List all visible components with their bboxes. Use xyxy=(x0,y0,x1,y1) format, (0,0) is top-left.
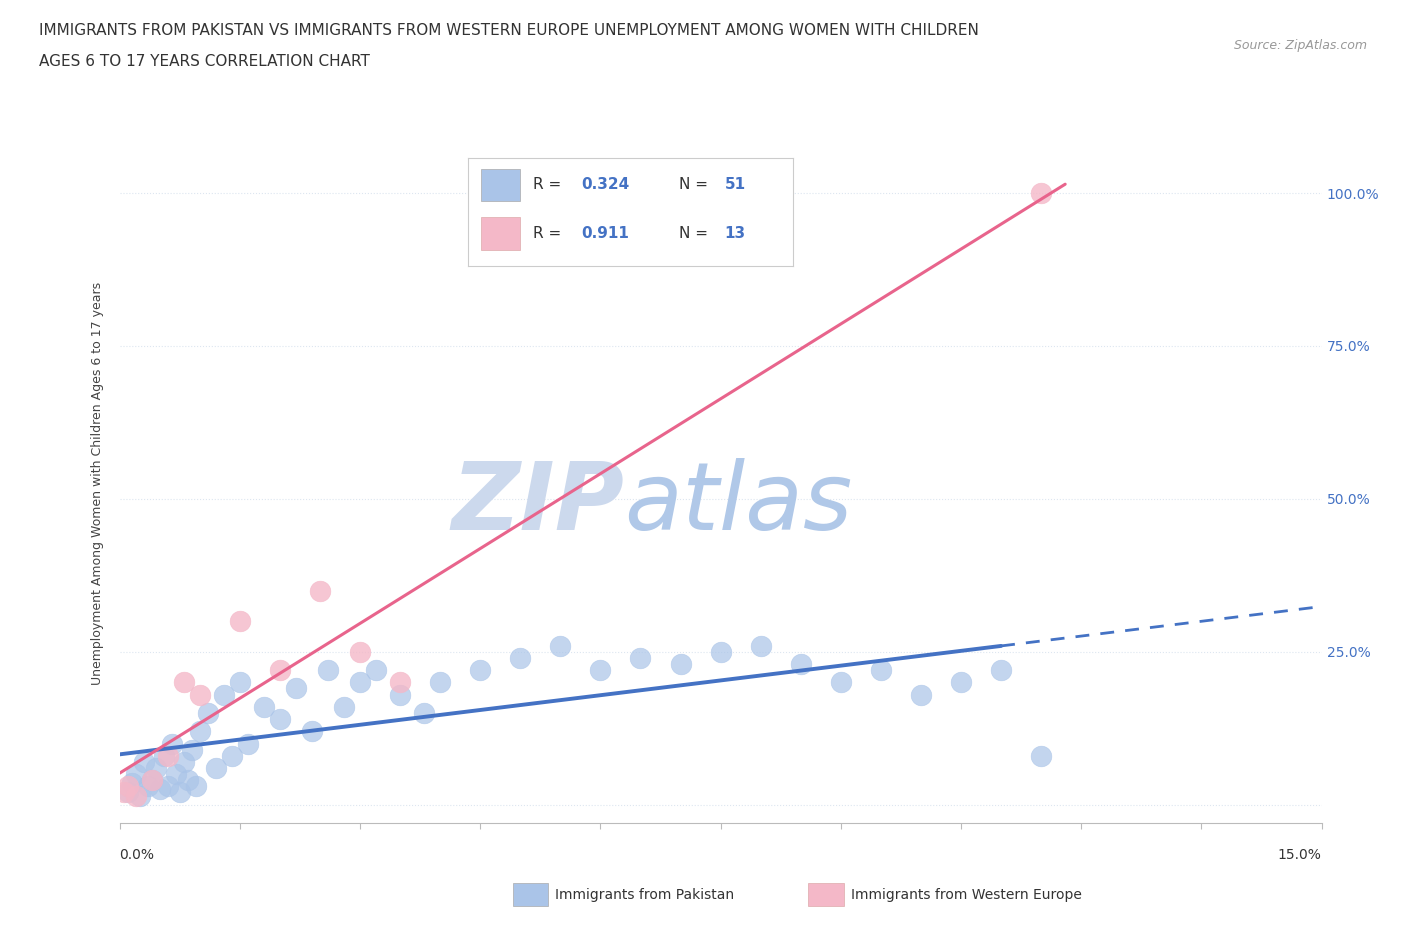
Point xyxy=(173,675,195,690)
Point xyxy=(228,614,252,629)
Text: atlas: atlas xyxy=(624,458,852,550)
Text: IMMIGRANTS FROM PAKISTAN VS IMMIGRANTS FROM WESTERN EUROPE UNEMPLOYMENT AMONG WO: IMMIGRANTS FROM PAKISTAN VS IMMIGRANTS F… xyxy=(39,23,979,38)
Point xyxy=(132,754,155,769)
Text: ZIP: ZIP xyxy=(451,458,624,550)
Point xyxy=(669,657,692,671)
Point xyxy=(429,675,451,690)
Point xyxy=(117,779,139,794)
Point xyxy=(388,675,411,690)
Point xyxy=(236,737,259,751)
Point xyxy=(1029,749,1052,764)
Point xyxy=(160,737,183,751)
Point xyxy=(124,788,146,803)
Point xyxy=(1029,186,1052,201)
Text: Immigrants from Western Europe: Immigrants from Western Europe xyxy=(851,887,1081,902)
Point xyxy=(124,766,146,781)
Point xyxy=(145,761,167,776)
Point xyxy=(188,724,211,738)
Point xyxy=(910,687,932,702)
Point xyxy=(869,663,891,678)
Point xyxy=(212,687,235,702)
Point xyxy=(149,782,172,797)
Point xyxy=(180,742,202,757)
Point xyxy=(197,706,219,721)
Point xyxy=(950,675,973,690)
Point xyxy=(228,675,252,690)
Point xyxy=(165,766,187,781)
Point xyxy=(188,687,211,702)
Point xyxy=(364,663,387,678)
Text: 0.0%: 0.0% xyxy=(120,848,155,862)
Point xyxy=(509,650,531,665)
Point xyxy=(184,779,207,794)
Point xyxy=(749,638,772,653)
Point xyxy=(388,687,411,702)
Point xyxy=(990,663,1012,678)
Point xyxy=(349,644,371,659)
Point xyxy=(152,749,174,764)
Point xyxy=(269,711,291,726)
Point xyxy=(176,773,198,788)
Y-axis label: Unemployment Among Women with Children Ages 6 to 17 years: Unemployment Among Women with Children A… xyxy=(90,282,104,685)
Point xyxy=(316,663,339,678)
Point xyxy=(204,761,226,776)
Text: AGES 6 TO 17 YEARS CORRELATION CHART: AGES 6 TO 17 YEARS CORRELATION CHART xyxy=(39,54,370,69)
Point xyxy=(128,788,150,803)
Point xyxy=(156,779,179,794)
Text: 15.0%: 15.0% xyxy=(1278,848,1322,862)
Point xyxy=(333,699,356,714)
Point xyxy=(548,638,571,653)
Point xyxy=(221,749,243,764)
Point xyxy=(830,675,852,690)
Point xyxy=(269,663,291,678)
Point xyxy=(349,675,371,690)
Point xyxy=(253,699,276,714)
Point xyxy=(470,663,492,678)
Point xyxy=(112,785,135,800)
Point xyxy=(173,754,195,769)
Point xyxy=(301,724,323,738)
Point xyxy=(121,776,143,790)
Point xyxy=(117,785,139,800)
Point xyxy=(309,583,332,598)
Point xyxy=(630,650,652,665)
Point xyxy=(413,706,436,721)
Point xyxy=(284,681,307,696)
Point xyxy=(790,657,813,671)
Point xyxy=(169,785,191,800)
Point xyxy=(709,644,731,659)
Point xyxy=(136,779,159,794)
Point xyxy=(156,749,179,764)
Point xyxy=(589,663,612,678)
Point xyxy=(141,773,163,788)
Point xyxy=(141,773,163,788)
Text: Immigrants from Pakistan: Immigrants from Pakistan xyxy=(555,887,734,902)
Text: Source: ZipAtlas.com: Source: ZipAtlas.com xyxy=(1233,39,1367,52)
